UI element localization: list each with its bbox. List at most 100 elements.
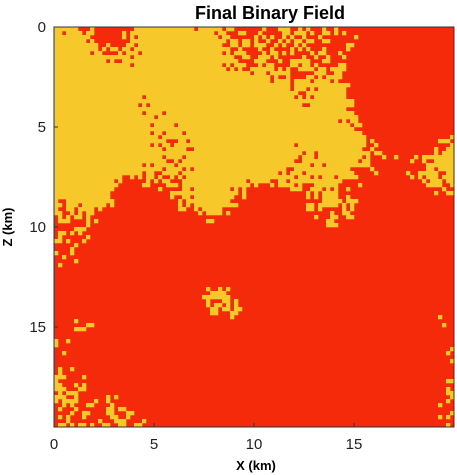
field-cell	[58, 107, 63, 112]
field-cell	[98, 95, 103, 100]
field-cell	[266, 159, 271, 164]
field-cell	[146, 83, 151, 88]
field-cell	[150, 171, 155, 176]
field-cell	[126, 71, 131, 76]
field-cell	[334, 135, 339, 140]
field-cell	[70, 55, 75, 60]
field-cell	[330, 135, 335, 140]
field-cell	[178, 123, 183, 128]
field-cell	[338, 175, 343, 180]
field-cell	[162, 99, 167, 104]
field-cell	[298, 107, 303, 112]
field-cell	[270, 135, 275, 140]
field-cell	[258, 83, 263, 88]
field-cell	[102, 119, 107, 124]
field-cell	[222, 135, 227, 140]
field-cell	[130, 115, 135, 120]
field-cell	[174, 75, 179, 80]
field-cell	[90, 147, 95, 152]
field-cell	[258, 103, 263, 108]
field-cell	[78, 231, 83, 236]
field-cell	[354, 119, 359, 124]
field-cell	[338, 95, 343, 100]
field-cell	[278, 59, 283, 64]
field-cell	[62, 107, 67, 112]
field-cell	[214, 35, 219, 40]
field-cell	[162, 107, 167, 112]
field-cell	[70, 167, 75, 172]
field-cell	[238, 51, 243, 56]
field-cell	[74, 215, 79, 220]
field-cell	[254, 107, 259, 112]
field-cell	[194, 167, 199, 172]
field-cell	[206, 87, 211, 92]
field-cell	[86, 135, 91, 140]
field-cell	[294, 39, 299, 44]
field-cell	[314, 147, 319, 152]
field-cell	[170, 167, 175, 172]
field-cell	[110, 403, 115, 408]
field-cell	[74, 35, 79, 40]
field-cell	[54, 75, 59, 80]
field-cell	[158, 27, 163, 32]
field-cell	[74, 143, 79, 148]
field-cell	[194, 107, 199, 112]
field-cell	[90, 27, 95, 32]
field-cell	[234, 171, 239, 176]
field-cell	[222, 83, 227, 88]
field-cell	[270, 67, 275, 72]
field-cell	[78, 99, 83, 104]
field-cell	[302, 127, 307, 132]
field-cell	[330, 223, 335, 228]
field-cell	[142, 71, 147, 76]
field-cell	[190, 127, 195, 132]
field-cell	[242, 139, 247, 144]
field-cell	[302, 131, 307, 136]
field-cell	[130, 39, 135, 44]
field-cell	[230, 167, 235, 172]
field-cell	[122, 75, 127, 80]
field-cell	[78, 63, 83, 68]
field-cell	[118, 83, 123, 88]
field-cell	[110, 199, 115, 204]
field-cell	[74, 107, 79, 112]
field-cell	[70, 191, 75, 196]
field-cell	[234, 175, 239, 180]
field-cell	[430, 183, 435, 188]
field-cell	[74, 95, 79, 100]
field-cell	[90, 175, 95, 180]
field-cell	[210, 207, 215, 212]
field-cell	[98, 183, 103, 188]
field-cell	[302, 135, 307, 140]
field-cell	[174, 87, 179, 92]
field-cell	[166, 171, 171, 176]
field-cell	[54, 127, 59, 132]
field-cell	[262, 127, 267, 132]
field-cell	[178, 59, 183, 64]
field-cell	[114, 79, 119, 84]
field-cell	[114, 99, 119, 104]
field-cell	[442, 139, 447, 144]
field-cell	[170, 171, 175, 176]
field-cell	[366, 163, 371, 168]
field-cell	[246, 155, 251, 160]
field-cell	[98, 135, 103, 140]
field-cell	[142, 107, 147, 112]
field-cell	[238, 123, 243, 128]
field-cell	[74, 155, 79, 160]
field-cell	[222, 35, 227, 40]
field-cell	[318, 115, 323, 120]
field-cell	[170, 87, 175, 92]
field-cell	[350, 99, 355, 104]
field-cell	[66, 179, 71, 184]
field-cell	[290, 59, 295, 64]
field-cell	[202, 179, 207, 184]
chart-title: Final Binary Field	[195, 3, 345, 23]
field-cell	[218, 123, 223, 128]
field-cell	[74, 319, 79, 324]
field-cell	[362, 135, 367, 140]
field-cell	[146, 91, 151, 96]
field-cell	[66, 99, 71, 104]
field-cell	[158, 43, 163, 48]
field-cell	[218, 83, 223, 88]
